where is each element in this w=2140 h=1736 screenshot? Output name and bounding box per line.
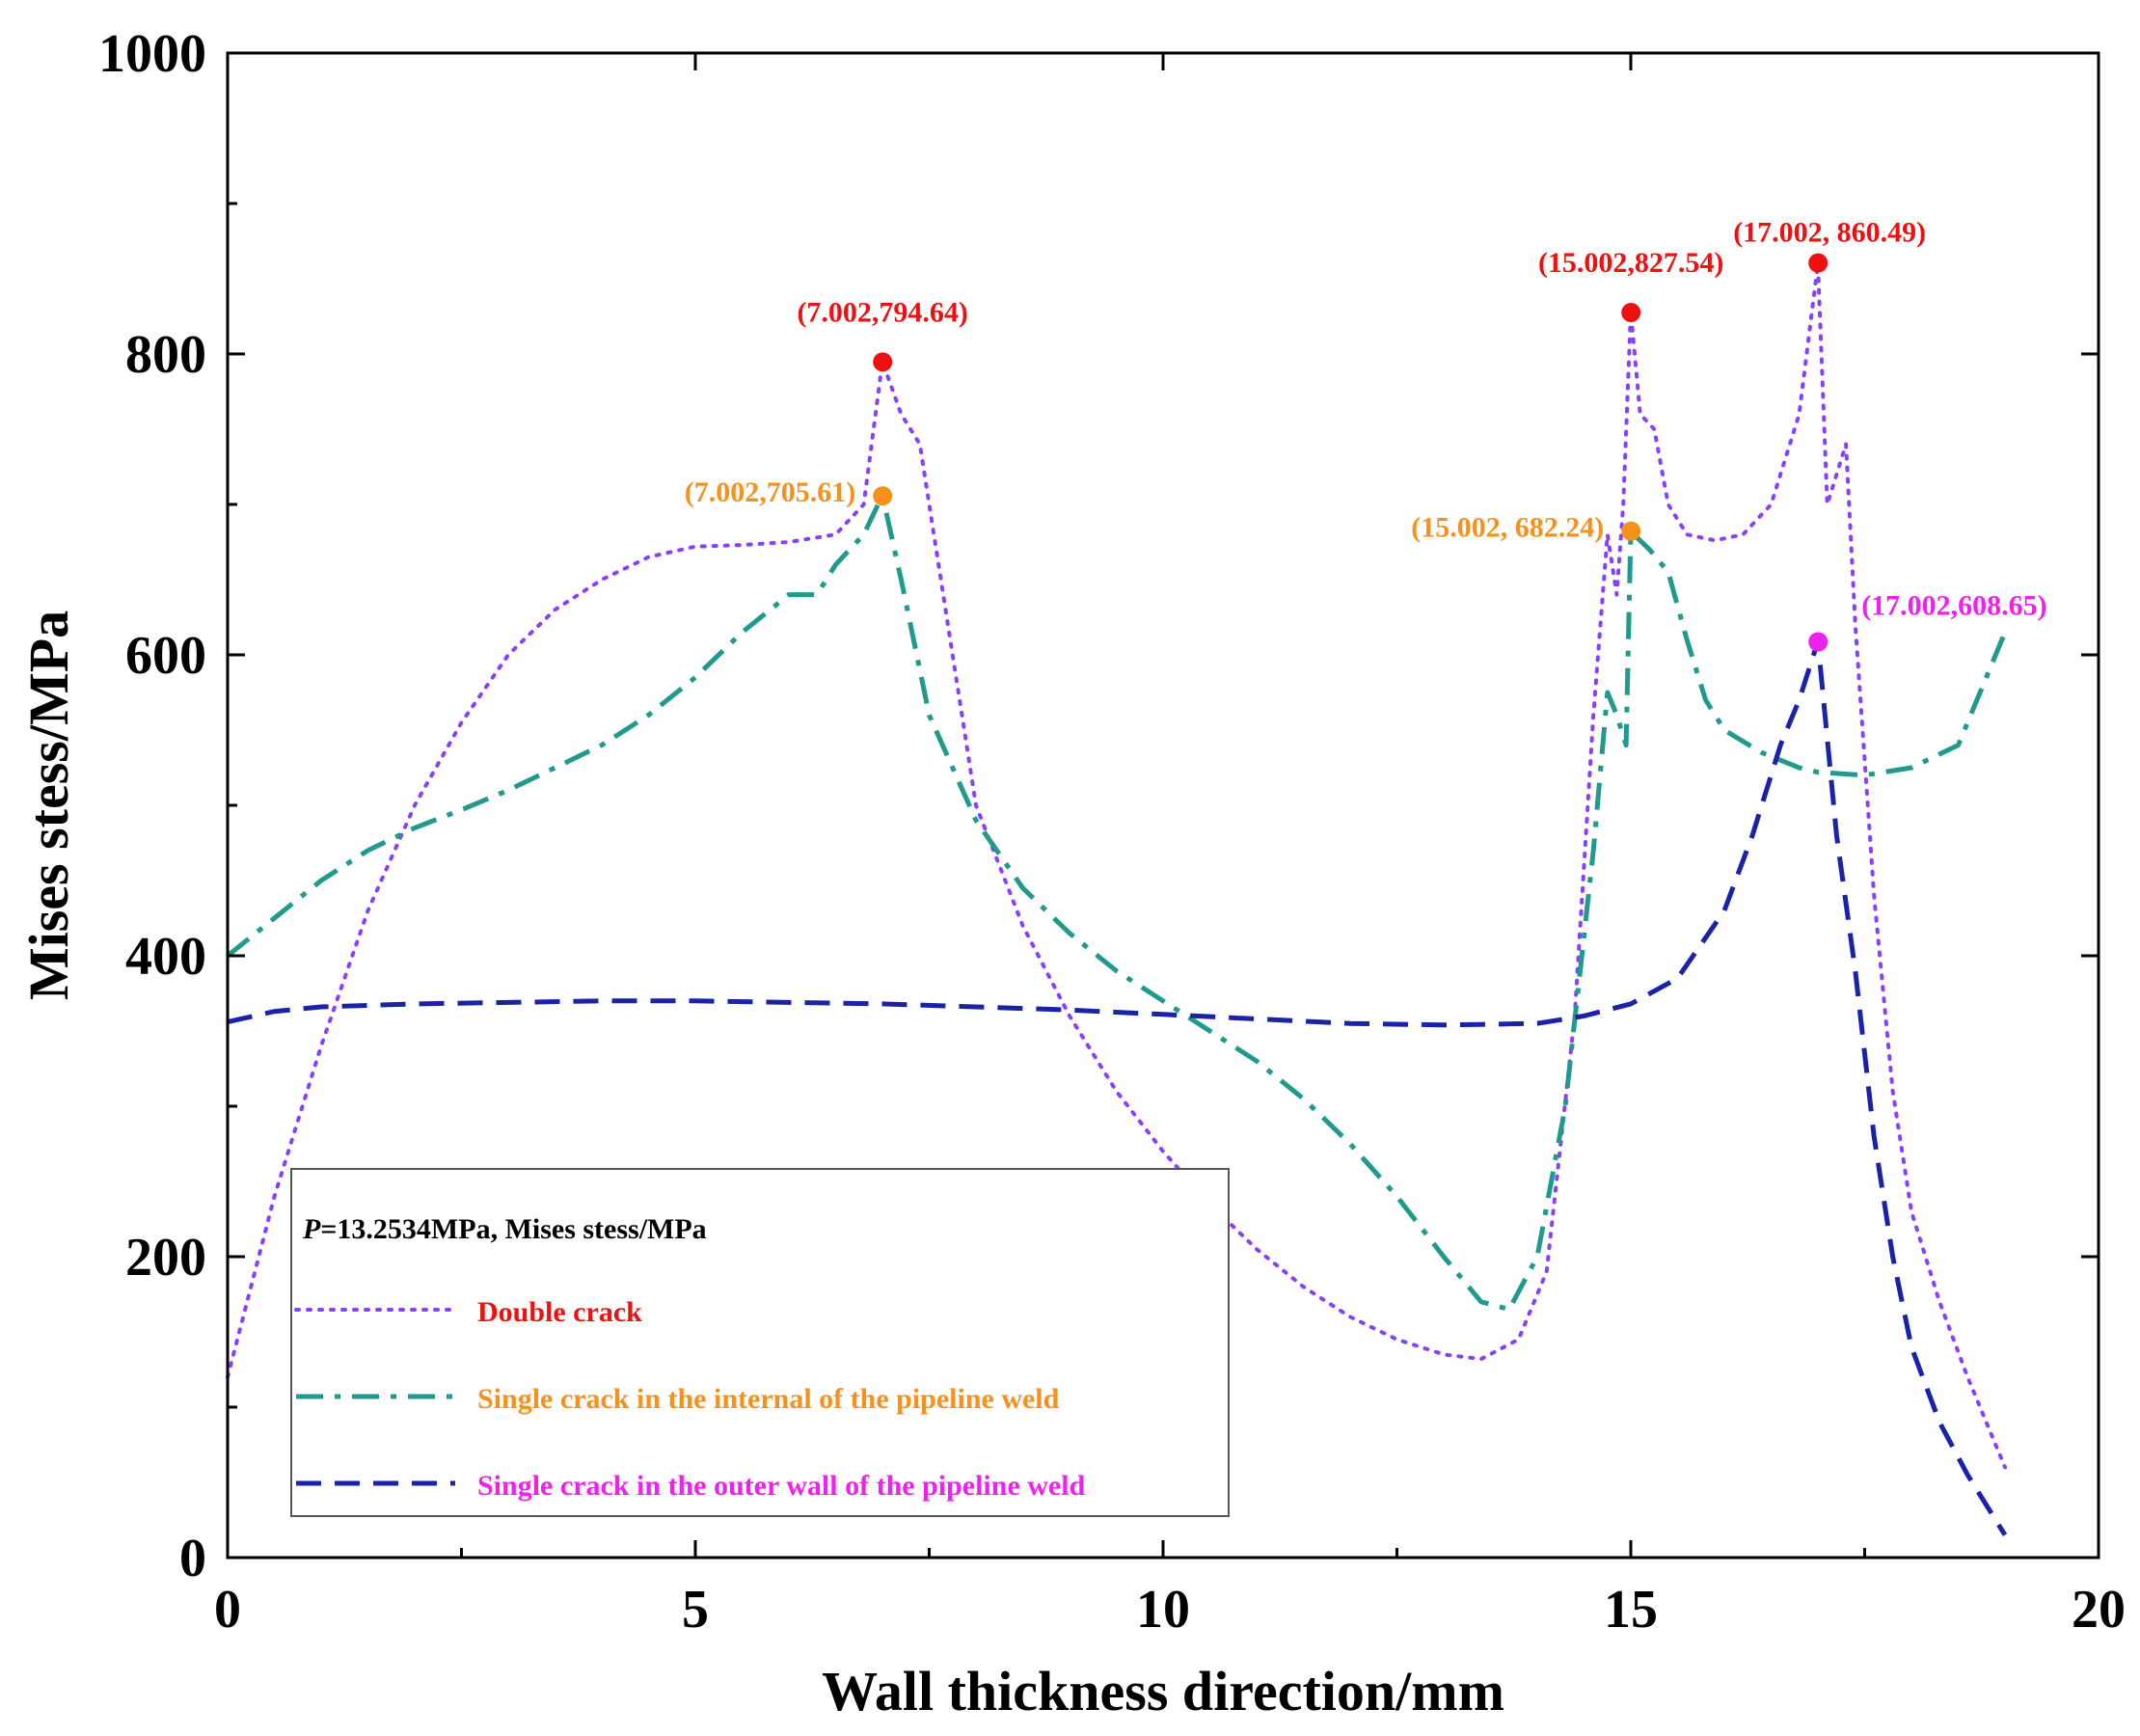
legend-title-italic: P: [302, 1213, 321, 1245]
legend: P=13.2534MPa, Mises stess/MPa Double cra…: [290, 1168, 1230, 1517]
series-layer: [226, 261, 2008, 1536]
legend-entry-label: Single crack in the outer wall of the pi…: [477, 1470, 1086, 1502]
annotation-marker: [1808, 253, 1828, 273]
annotation-label: (7.002,705.61): [685, 476, 855, 508]
y-tick-label: 0: [179, 1529, 206, 1588]
annotation-label: (7.002,794.64): [797, 296, 967, 328]
y-tick-label: 200: [125, 1228, 206, 1288]
x-tick-label: 0: [214, 1580, 241, 1640]
legend-entry-label: Single crack in the internal of the pipe…: [477, 1383, 1060, 1415]
annotation-labels: (7.002,794.64) (15.002,827.54) (17.002, 86…: [685, 217, 2047, 622]
legend-box: [290, 1168, 1230, 1517]
y-axis-title: Mises stess/MPa: [17, 610, 80, 1000]
series-line-1: [226, 261, 2007, 1470]
legend-title-rest: =13.2534MPa, Mises stess/MPa: [320, 1213, 706, 1245]
annotation-marker: [1621, 521, 1641, 541]
annotation-label: (15.002, 682.24): [1411, 512, 1604, 544]
annotation-markers: [873, 253, 1828, 652]
y-tick-label: 400: [125, 927, 206, 987]
x-tick-label: 10: [1136, 1580, 1190, 1640]
annotation-label: (17.002,608.65): [1861, 590, 2046, 622]
y-tick-label: 1000: [98, 24, 206, 84]
x-tick-label: 5: [682, 1580, 709, 1640]
x-axis-title: Wall thickness direction/mm: [822, 1660, 1504, 1722]
x-tick-label: 15: [1604, 1580, 1658, 1640]
annotation-marker: [873, 352, 893, 372]
y-tick-label: 800: [125, 325, 206, 385]
annotation-label: (17.002, 860.49): [1733, 217, 1926, 249]
legend-title: P=13.2534MPa, Mises stess/MPa: [302, 1213, 707, 1245]
x-axis: 0 5 10 15 20: [214, 53, 2126, 1640]
x-tick-label: 20: [2072, 1580, 2126, 1640]
annotation-marker: [873, 486, 893, 506]
legend-entry-label: Double crack: [477, 1296, 642, 1328]
annotation-label: (15.002,827.54): [1538, 247, 1723, 279]
y-tick-label: 600: [125, 626, 206, 686]
series-line-3: [227, 638, 2008, 1536]
series-line-2: [226, 493, 2008, 1313]
annotation-marker: [1808, 632, 1828, 652]
y-axis: 0 200 400 600 800 1000: [98, 24, 2099, 1588]
annotation-marker: [1621, 303, 1641, 323]
